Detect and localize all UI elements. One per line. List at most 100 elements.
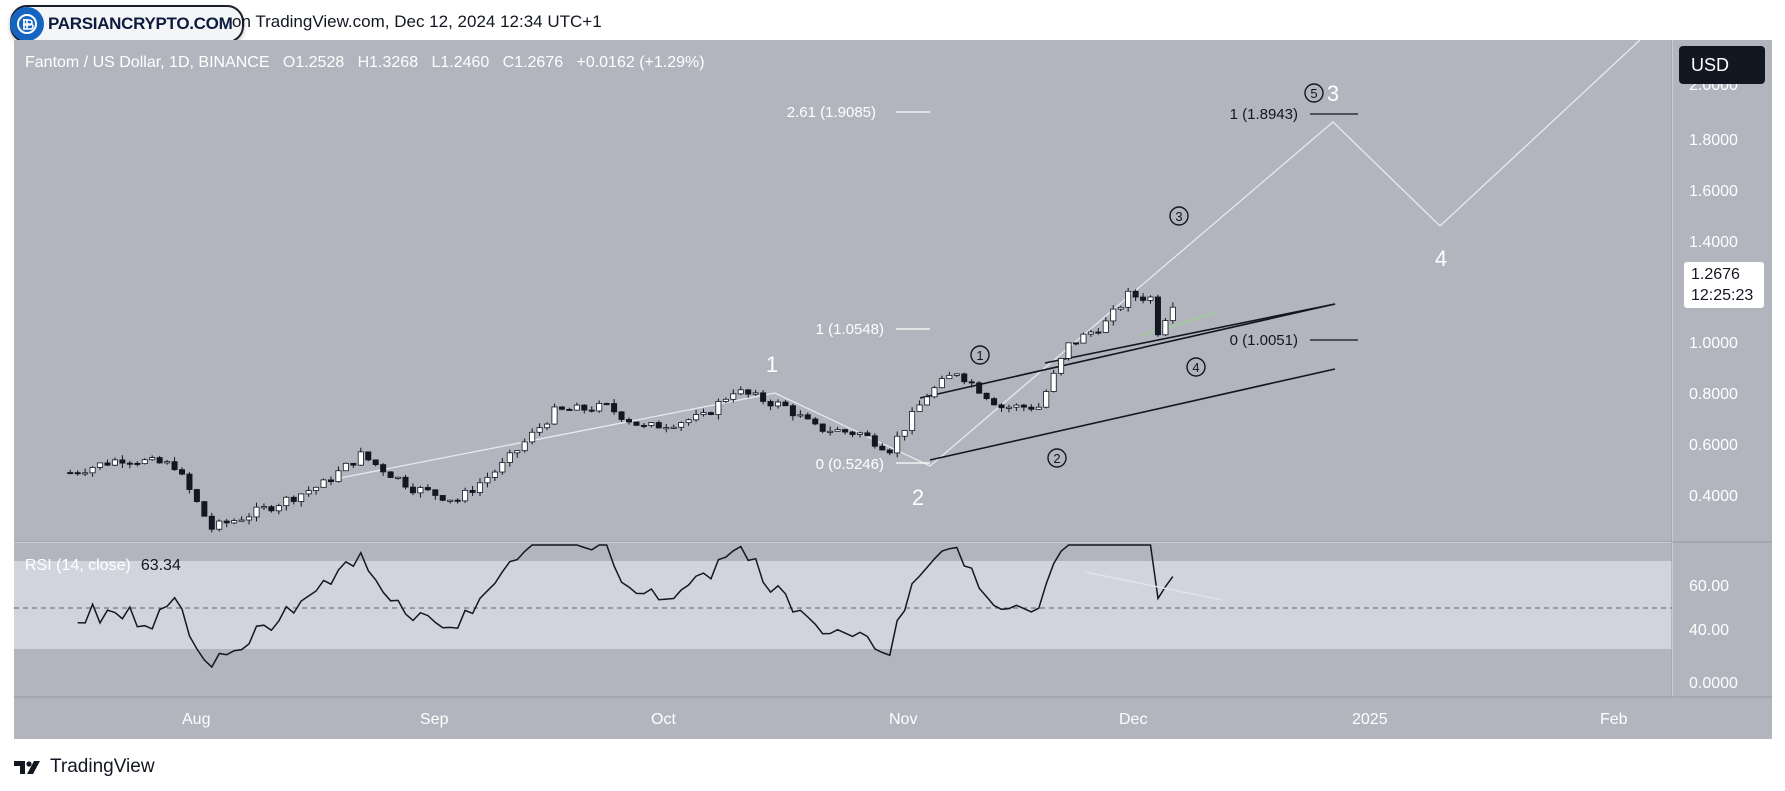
- candle-body: [633, 421, 640, 426]
- candle-body: [1087, 331, 1094, 335]
- candle-body: [946, 374, 953, 380]
- candle-body: [357, 451, 364, 466]
- rsi-line[interactable]: [77, 544, 1174, 669]
- candle-body: [804, 414, 811, 420]
- price-pane[interactable]: [14, 40, 1672, 542]
- circled-wave-label: 2: [1047, 448, 1067, 468]
- candle-body: [558, 406, 565, 410]
- candle-body: [491, 471, 498, 478]
- candle-body: [417, 487, 424, 494]
- candle-body: [1013, 404, 1020, 408]
- candle-body: [909, 411, 916, 431]
- time-axis-label: Sep: [420, 711, 449, 728]
- candle-body: [588, 409, 595, 412]
- candle-body: [782, 401, 789, 407]
- candle-body: [104, 462, 111, 466]
- candle-body: [879, 445, 886, 451]
- channel-middle-line[interactable]: [1044, 303, 1336, 364]
- candle-body: [164, 461, 171, 464]
- rsi-axis-label: 60.00: [1689, 578, 1729, 595]
- candle-body: [812, 418, 819, 425]
- candle-body: [454, 499, 461, 502]
- currency-button[interactable]: USD: [1679, 46, 1765, 84]
- candle-body: [216, 520, 223, 530]
- candle-body: [752, 392, 759, 395]
- candle-body: [626, 419, 633, 423]
- rsi-divergence-line[interactable]: [1084, 571, 1223, 601]
- candle-body: [767, 401, 774, 407]
- candle-body: [1125, 290, 1132, 308]
- candle-body: [1035, 406, 1042, 410]
- candle-body: [253, 506, 260, 518]
- last-price-tag: 1.2676 12:25:23: [1684, 262, 1764, 308]
- candle-body: [476, 482, 483, 493]
- candle-body: [864, 432, 871, 437]
- candle-body: [1005, 406, 1012, 409]
- candle-body: [685, 419, 692, 424]
- minor-trendline[interactable]: [1139, 312, 1216, 337]
- candle-body: [1132, 290, 1139, 298]
- rsi-title[interactable]: RSI (14, close): [25, 557, 131, 574]
- circled-wave-label: 3: [1169, 206, 1189, 226]
- candle-body: [268, 506, 275, 512]
- channel-lower-line[interactable]: [929, 368, 1336, 461]
- price-axis[interactable]: [1673, 40, 1772, 697]
- candle-body: [387, 471, 394, 478]
- watermark-badge: PARSIANCRYPTO.COM: [10, 5, 245, 43]
- elliott-wave-path[interactable]: [339, 39, 1641, 479]
- candle-body: [737, 389, 744, 395]
- candle-body: [834, 429, 841, 432]
- symbol-title[interactable]: Fantom / US Dollar, 1D, BINANCE: [25, 54, 270, 71]
- channel-upper-line[interactable]: [919, 303, 1336, 399]
- candle-body: [529, 431, 536, 443]
- candle-body: [938, 378, 945, 389]
- candle-body: [1028, 406, 1035, 410]
- fib-label: 1 (1.0548): [816, 321, 884, 338]
- candle-body: [119, 459, 126, 464]
- candle-body: [514, 450, 521, 454]
- tradingview-logo-icon: [14, 761, 40, 774]
- header-bar: PARSIANCRYPTO.COM on TradingView.com, De…: [0, 0, 1785, 43]
- candle-body: [484, 477, 491, 484]
- rsi-axis-label: 40.00: [1689, 622, 1729, 639]
- candle-body: [581, 404, 588, 411]
- candle-body: [171, 461, 178, 471]
- candle-body: [111, 459, 118, 466]
- change-value: +0.0162 (+1.29%): [576, 54, 705, 71]
- svg-text:2: 2: [1053, 451, 1060, 466]
- tradingview-brand[interactable]: TradingView: [14, 756, 155, 778]
- candle-body: [991, 398, 998, 406]
- time-axis-label: Aug: [182, 711, 210, 728]
- chart-canvas[interactable]: 2.0000 1.8000 1.6000 1.4000 1.0000 0.800…: [0, 0, 1785, 742]
- time-axis[interactable]: [14, 697, 1772, 739]
- circled-wave-label: 5: [1304, 83, 1324, 103]
- price-axis-label: 0.4000: [1689, 488, 1738, 505]
- candle-body: [655, 422, 662, 429]
- candle-body: [238, 519, 245, 522]
- symbol-legend[interactable]: Fantom / US Dollar, 1D, BINANCE O1.2528 …: [25, 54, 705, 72]
- rsi-legend[interactable]: RSI (14, close) 63.34: [25, 557, 181, 575]
- candle-body: [968, 381, 975, 384]
- candle-body: [313, 486, 320, 492]
- candle-body: [298, 493, 305, 502]
- candle-body: [193, 489, 200, 503]
- candle-body: [521, 441, 528, 452]
- candle-body: [335, 470, 342, 483]
- candle-body: [730, 393, 737, 400]
- high-label: H: [357, 54, 370, 71]
- candle-body: [380, 464, 387, 473]
- candle-body: [74, 472, 81, 475]
- candle-body: [424, 487, 431, 491]
- rsi-axis-label: 0.0000: [1689, 675, 1738, 692]
- candle-body: [618, 411, 625, 420]
- candle-body: [178, 469, 185, 475]
- candlestick-series[interactable]: [67, 287, 1176, 533]
- candle-body: [700, 412, 707, 415]
- candle-body: [372, 459, 379, 466]
- candle-body: [1102, 320, 1109, 333]
- candle-body: [1140, 296, 1147, 301]
- candle-body: [97, 462, 104, 468]
- price-axis-label: 1.6000: [1689, 183, 1738, 200]
- fib-label: 0 (1.0051): [1230, 332, 1298, 349]
- candle-body: [670, 426, 677, 429]
